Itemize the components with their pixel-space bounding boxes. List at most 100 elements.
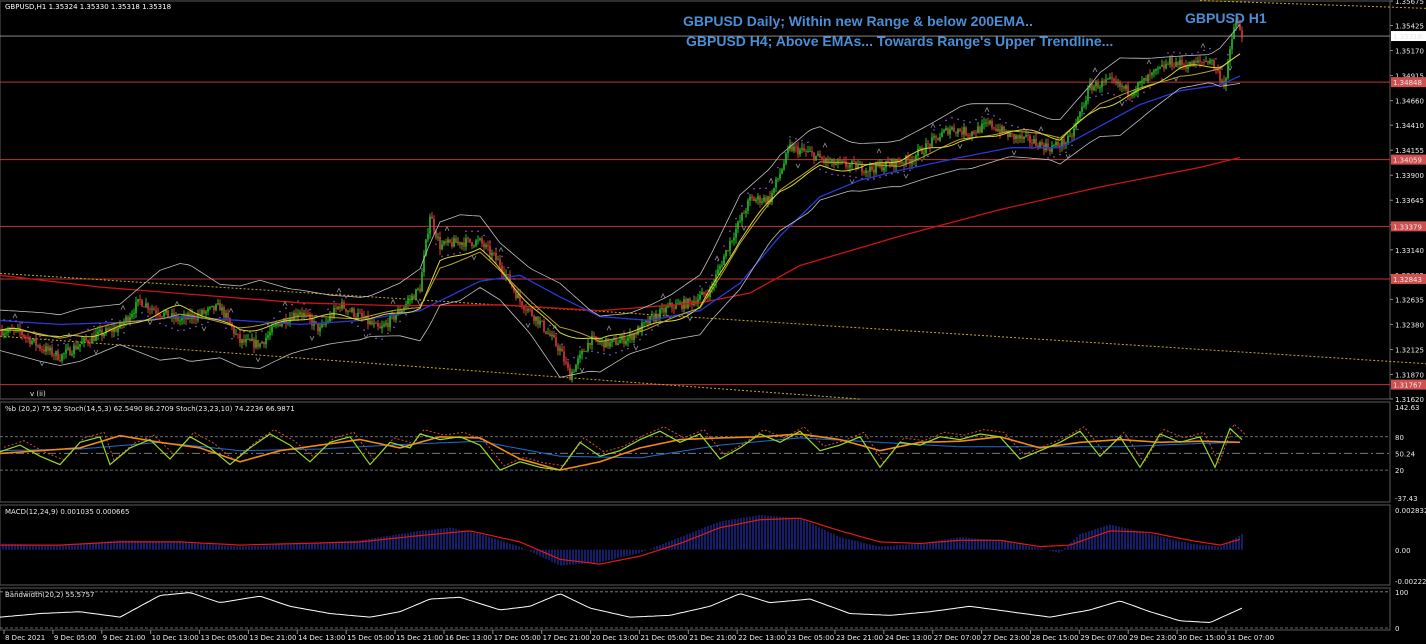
candle-bear: [1207, 60, 1209, 64]
candle-bull: [997, 129, 999, 131]
candle-bull: [145, 303, 147, 308]
bandwidth-axis-label: 100: [1395, 589, 1408, 597]
candle-bull: [273, 325, 275, 327]
level-price-tag-label: 1.34848: [1393, 79, 1422, 87]
candle-bear: [1241, 30, 1243, 38]
sar-dot: [549, 324, 551, 327]
candle-bear: [311, 318, 313, 326]
bandwidth-axis-label: 0: [1395, 625, 1399, 633]
candle-bull: [637, 327, 639, 335]
candle-bull: [95, 334, 97, 341]
candle-bear: [41, 349, 43, 350]
candle-bull: [215, 304, 217, 311]
candle-bull: [1039, 142, 1041, 149]
candle-bull: [815, 155, 817, 161]
candle-bull: [277, 324, 279, 325]
candle-bull: [181, 318, 183, 321]
sar-dot: [171, 327, 173, 329]
candle-bull: [327, 321, 329, 323]
sar-dot: [3, 319, 5, 321]
sar-dot: [1191, 53, 1193, 55]
sar-dot: [381, 338, 383, 340]
sar-dot: [291, 303, 293, 306]
candle-bull: [577, 358, 579, 365]
candle-bear: [1237, 21, 1239, 25]
sar-dot: [603, 352, 605, 355]
candle-bear: [1183, 64, 1185, 66]
sar-dot: [189, 327, 191, 330]
sar-dot: [639, 338, 641, 341]
fractal-arrow: [255, 357, 261, 363]
candle-bear: [819, 153, 821, 158]
candle-bull: [655, 313, 657, 322]
candle-bull: [733, 237, 735, 241]
candle-bull: [369, 321, 371, 324]
candle-bull: [485, 244, 487, 248]
sar-dot: [99, 322, 101, 325]
candle-bear: [887, 160, 889, 163]
candle-bull: [245, 339, 247, 343]
candle-bear: [523, 306, 525, 310]
macd-signal-line: [0, 517, 1241, 565]
candle-bull: [9, 328, 11, 331]
candle-bull: [1211, 60, 1213, 62]
fractal-arrow: [93, 349, 99, 355]
candle-bear: [1115, 80, 1117, 84]
fractal-arrow: [1146, 59, 1152, 65]
candle-bear: [553, 334, 555, 338]
candle-bull: [479, 238, 481, 240]
candle-bear: [227, 312, 229, 319]
stoch-slow-line: [0, 433, 1241, 471]
candle-bull: [659, 309, 661, 320]
candle-bear: [927, 143, 929, 145]
stochastic-panel[interactable]: %b (20,2) 75.92 Stoch(14,5,3) 62.5490 86…: [0, 401, 1420, 503]
candle-bear: [855, 161, 857, 170]
price-panel[interactable]: 1.35675 1.35425 1.35170 1.34915 1.34660 1.344…: [0, 0, 1426, 404]
bandwidth-panel-frame: [0, 587, 1391, 631]
candle-bear: [973, 131, 975, 134]
candle-bear: [639, 327, 641, 333]
price-tick-label: 1.35170: [1395, 48, 1424, 56]
sar-dot: [285, 307, 287, 309]
sar-dot: [501, 255, 503, 258]
candle-bull: [787, 149, 789, 154]
sar-dot: [411, 307, 413, 309]
candle-bull: [723, 256, 725, 265]
candle-bull: [389, 315, 391, 328]
sar-dot: [621, 349, 623, 352]
fractal-arrow: [822, 142, 828, 148]
candle-bear: [155, 310, 157, 313]
candle-bull: [1075, 122, 1077, 129]
candle-bull: [613, 339, 615, 340]
fractal-arrow: [984, 106, 990, 112]
candle-bear: [355, 316, 357, 318]
fractal-arrow: [525, 323, 531, 329]
candle-bull: [933, 136, 935, 138]
bandwidth-panel[interactable]: Bandwidth(20,2) 55.5757 100 0: [0, 587, 1408, 633]
candle-bull: [1073, 128, 1075, 137]
candle-bull: [585, 351, 587, 353]
macd-panel[interactable]: MACD(12,24,9) 0.001035 0.000665 0.002832…: [0, 504, 1426, 586]
stochastic-panel-frame: [0, 401, 1391, 503]
sar-dot: [225, 327, 227, 329]
candle-bear: [647, 320, 649, 324]
sar-dot: [1185, 53, 1187, 55]
sar-dot: [693, 310, 695, 313]
candle-bull: [99, 329, 101, 332]
candle-bull: [437, 236, 439, 238]
candle-bull: [1067, 135, 1069, 143]
candle-bear: [1215, 68, 1217, 70]
sar-dot: [585, 357, 587, 359]
candle-bull: [1083, 105, 1085, 107]
candle-bull: [643, 322, 645, 324]
candle-bear: [569, 367, 571, 381]
candle-bull: [351, 308, 353, 312]
candle-bull: [109, 328, 111, 331]
sar-dot: [1233, 15, 1235, 17]
sar-dot: [921, 160, 923, 162]
candle-bull: [325, 322, 327, 325]
candle-bear: [25, 336, 27, 338]
level-price-tag-label: 1.32843: [1393, 276, 1422, 284]
candle-bear: [451, 242, 453, 247]
